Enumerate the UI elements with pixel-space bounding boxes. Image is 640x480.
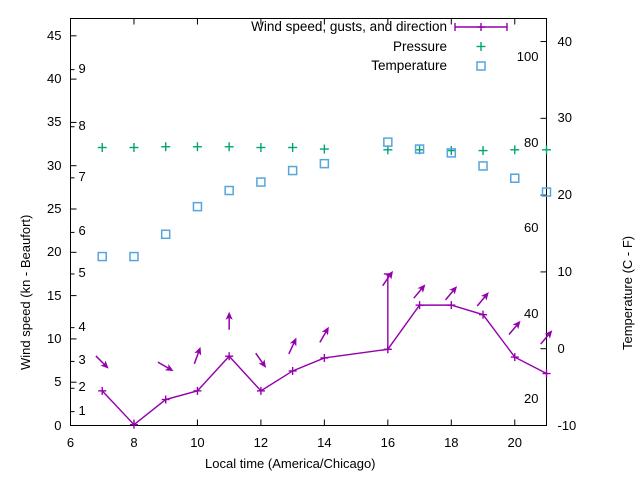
marker-square: [541, 187, 552, 197]
y2-tick-label: 0: [557, 340, 565, 356]
wind-direction-arrow: [193, 346, 202, 365]
fahrenheit-label-60: 60: [524, 219, 539, 235]
marker-square: [256, 177, 266, 187]
marker-square: [446, 148, 457, 158]
x-tick-label: 16: [380, 434, 396, 450]
legend-label-2: Pressure: [392, 38, 447, 54]
y2-tick-label: 30: [557, 110, 572, 126]
legend-label-3: Temperature: [371, 58, 447, 73]
x-tick-label: 14: [317, 434, 332, 450]
beaufort-label-9: 9: [78, 60, 86, 76]
marker-square: [414, 144, 425, 154]
wind-direction-arrow: [225, 311, 233, 330]
marker-square: [129, 251, 139, 262]
marker-square: [476, 61, 486, 71]
marker-square: [287, 165, 298, 176]
y-tick-label: 35: [47, 114, 62, 130]
fahrenheit-label-80: 80: [524, 134, 539, 150]
y2-tick-label: -10: [557, 417, 577, 433]
wind-speed-line: [101, 304, 547, 426]
wind-direction-arrow: [157, 361, 174, 372]
fahrenheit-label-100: 100: [516, 49, 539, 65]
plot-border: [70, 18, 547, 426]
x-axis-title: Local time (America/Chicago): [205, 456, 376, 471]
y-tick-label: 10: [47, 330, 62, 346]
fahrenheit-label-40: 40: [524, 305, 539, 321]
wind-direction-arrow: [95, 355, 109, 369]
wind-direction-arrow: [288, 337, 297, 355]
beaufort-label-1: 1: [78, 402, 86, 418]
x-tick-label: 6: [66, 434, 75, 450]
marker-square: [478, 161, 488, 171]
marker-square: [160, 229, 171, 240]
x-tick-label: 10: [190, 434, 205, 450]
beaufort-label-2: 2: [78, 379, 86, 395]
y2-tick-label: 20: [557, 187, 572, 203]
x-tick-label: 12: [253, 434, 269, 450]
wind-direction-arrow: [540, 330, 553, 345]
wind-direction-arrow: [476, 292, 489, 307]
wind-direction-arrow: [508, 320, 521, 336]
marker-square: [383, 137, 393, 147]
beaufort-label-7: 7: [78, 168, 86, 184]
legend-label-1: Wind speed, gusts, and direction: [251, 19, 447, 34]
beaufort-label-5: 5: [78, 264, 86, 280]
beaufort-label-4: 4: [78, 318, 86, 334]
y2-tick-label: 10: [557, 263, 572, 279]
beaufort-label-3: 3: [78, 352, 86, 368]
marker-square: [192, 201, 203, 212]
wind-direction-arrow: [413, 284, 426, 299]
y-tick-label: 30: [47, 157, 62, 173]
wind-direction-arrow: [382, 270, 393, 287]
wind-direction-arrow: [444, 286, 458, 301]
marker-square: [319, 158, 330, 169]
y-tick-label: 15: [47, 287, 62, 303]
marker-square: [510, 173, 520, 183]
x-tick-label: 18: [444, 434, 459, 450]
y-tick-label: 0: [54, 417, 62, 433]
y-tick-label: 45: [47, 27, 62, 43]
wind-direction-arrow: [255, 352, 267, 368]
beaufort-label-8: 8: [78, 117, 86, 133]
y-tick-label: 25: [47, 201, 62, 216]
fahrenheit-label-20: 20: [524, 391, 539, 407]
y2-tick-label: 40: [557, 33, 572, 49]
y-tick-label: 5: [54, 374, 62, 390]
y-tick-label: 40: [47, 71, 62, 87]
beaufort-label-6: 6: [78, 223, 86, 239]
x-tick-label: 8: [130, 434, 138, 450]
wind-direction-arrow: [319, 326, 329, 343]
marker-square: [97, 251, 107, 262]
marker-square: [224, 185, 234, 196]
y-tick-label: 20: [47, 244, 62, 260]
x-tick-label: 20: [507, 434, 522, 450]
